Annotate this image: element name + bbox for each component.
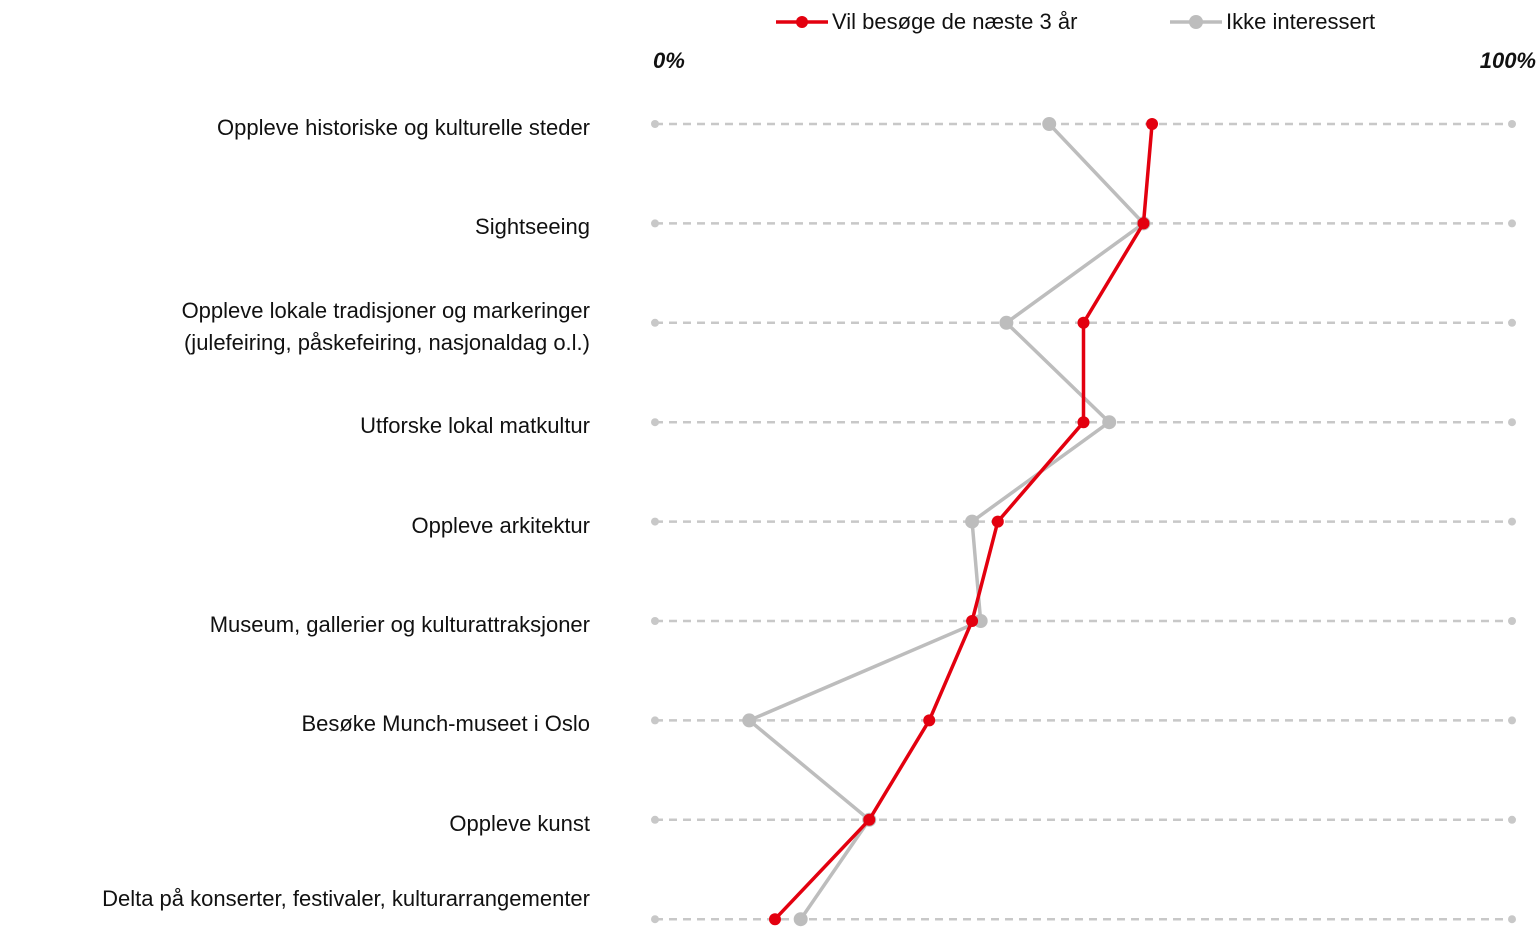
row-end [1508,418,1516,427]
category-label: Oppleve historiske og kulturelle steder [217,115,590,140]
row-end [1508,517,1516,526]
dot [999,315,1014,330]
dot [768,913,781,926]
row-end [1508,318,1516,327]
dot [973,614,988,628]
category-label: Delta på konserter, festivaler, kulturar… [102,886,590,912]
series-line [745,122,1147,921]
dot [1077,416,1090,429]
category-label: Oppleve arkitektur [411,512,590,538]
row-end [1508,219,1516,228]
category-label: Museum, gallerier og kulturattraksjoner [209,612,590,637]
category-label: Besøke Munch-museet i Oslo [301,711,590,737]
row-end [1508,617,1516,625]
dot [1077,316,1090,329]
legend-dot [1189,15,1203,29]
dot [965,514,980,529]
dot [966,615,979,627]
dot [991,515,1004,528]
row-end [1508,716,1516,725]
dot [793,912,808,927]
row-end [651,418,659,427]
dot [863,813,876,826]
dot [1137,217,1150,230]
dot [1146,118,1159,130]
category-label: Oppleve lokale tradisjoner og markeringe… [181,297,590,355]
row-end [651,915,659,924]
row-end [651,617,659,625]
row-end [651,815,659,824]
row-end [651,716,659,725]
category-label: Utforske lokal matkultur [360,413,590,439]
x-tick-label: 0% [653,48,685,73]
row-end [651,120,659,128]
x-tick-label: 100% [1480,48,1536,73]
legend-label: Ikke interessert [1226,9,1375,34]
row-end [1508,120,1516,128]
dot [923,714,936,727]
category-label: Oppleve kunst [449,810,590,836]
legend-label: Vil besøge de næste 3 år [832,9,1077,34]
row-end [651,517,659,526]
dot [1102,415,1117,430]
dot [1042,117,1057,131]
row-end [1508,815,1516,824]
row-end [651,219,659,228]
row-end [651,318,659,327]
category-label: Sightseeing [475,214,590,240]
legend-dot [796,16,808,28]
row-end [1508,915,1516,924]
dot [742,713,757,728]
